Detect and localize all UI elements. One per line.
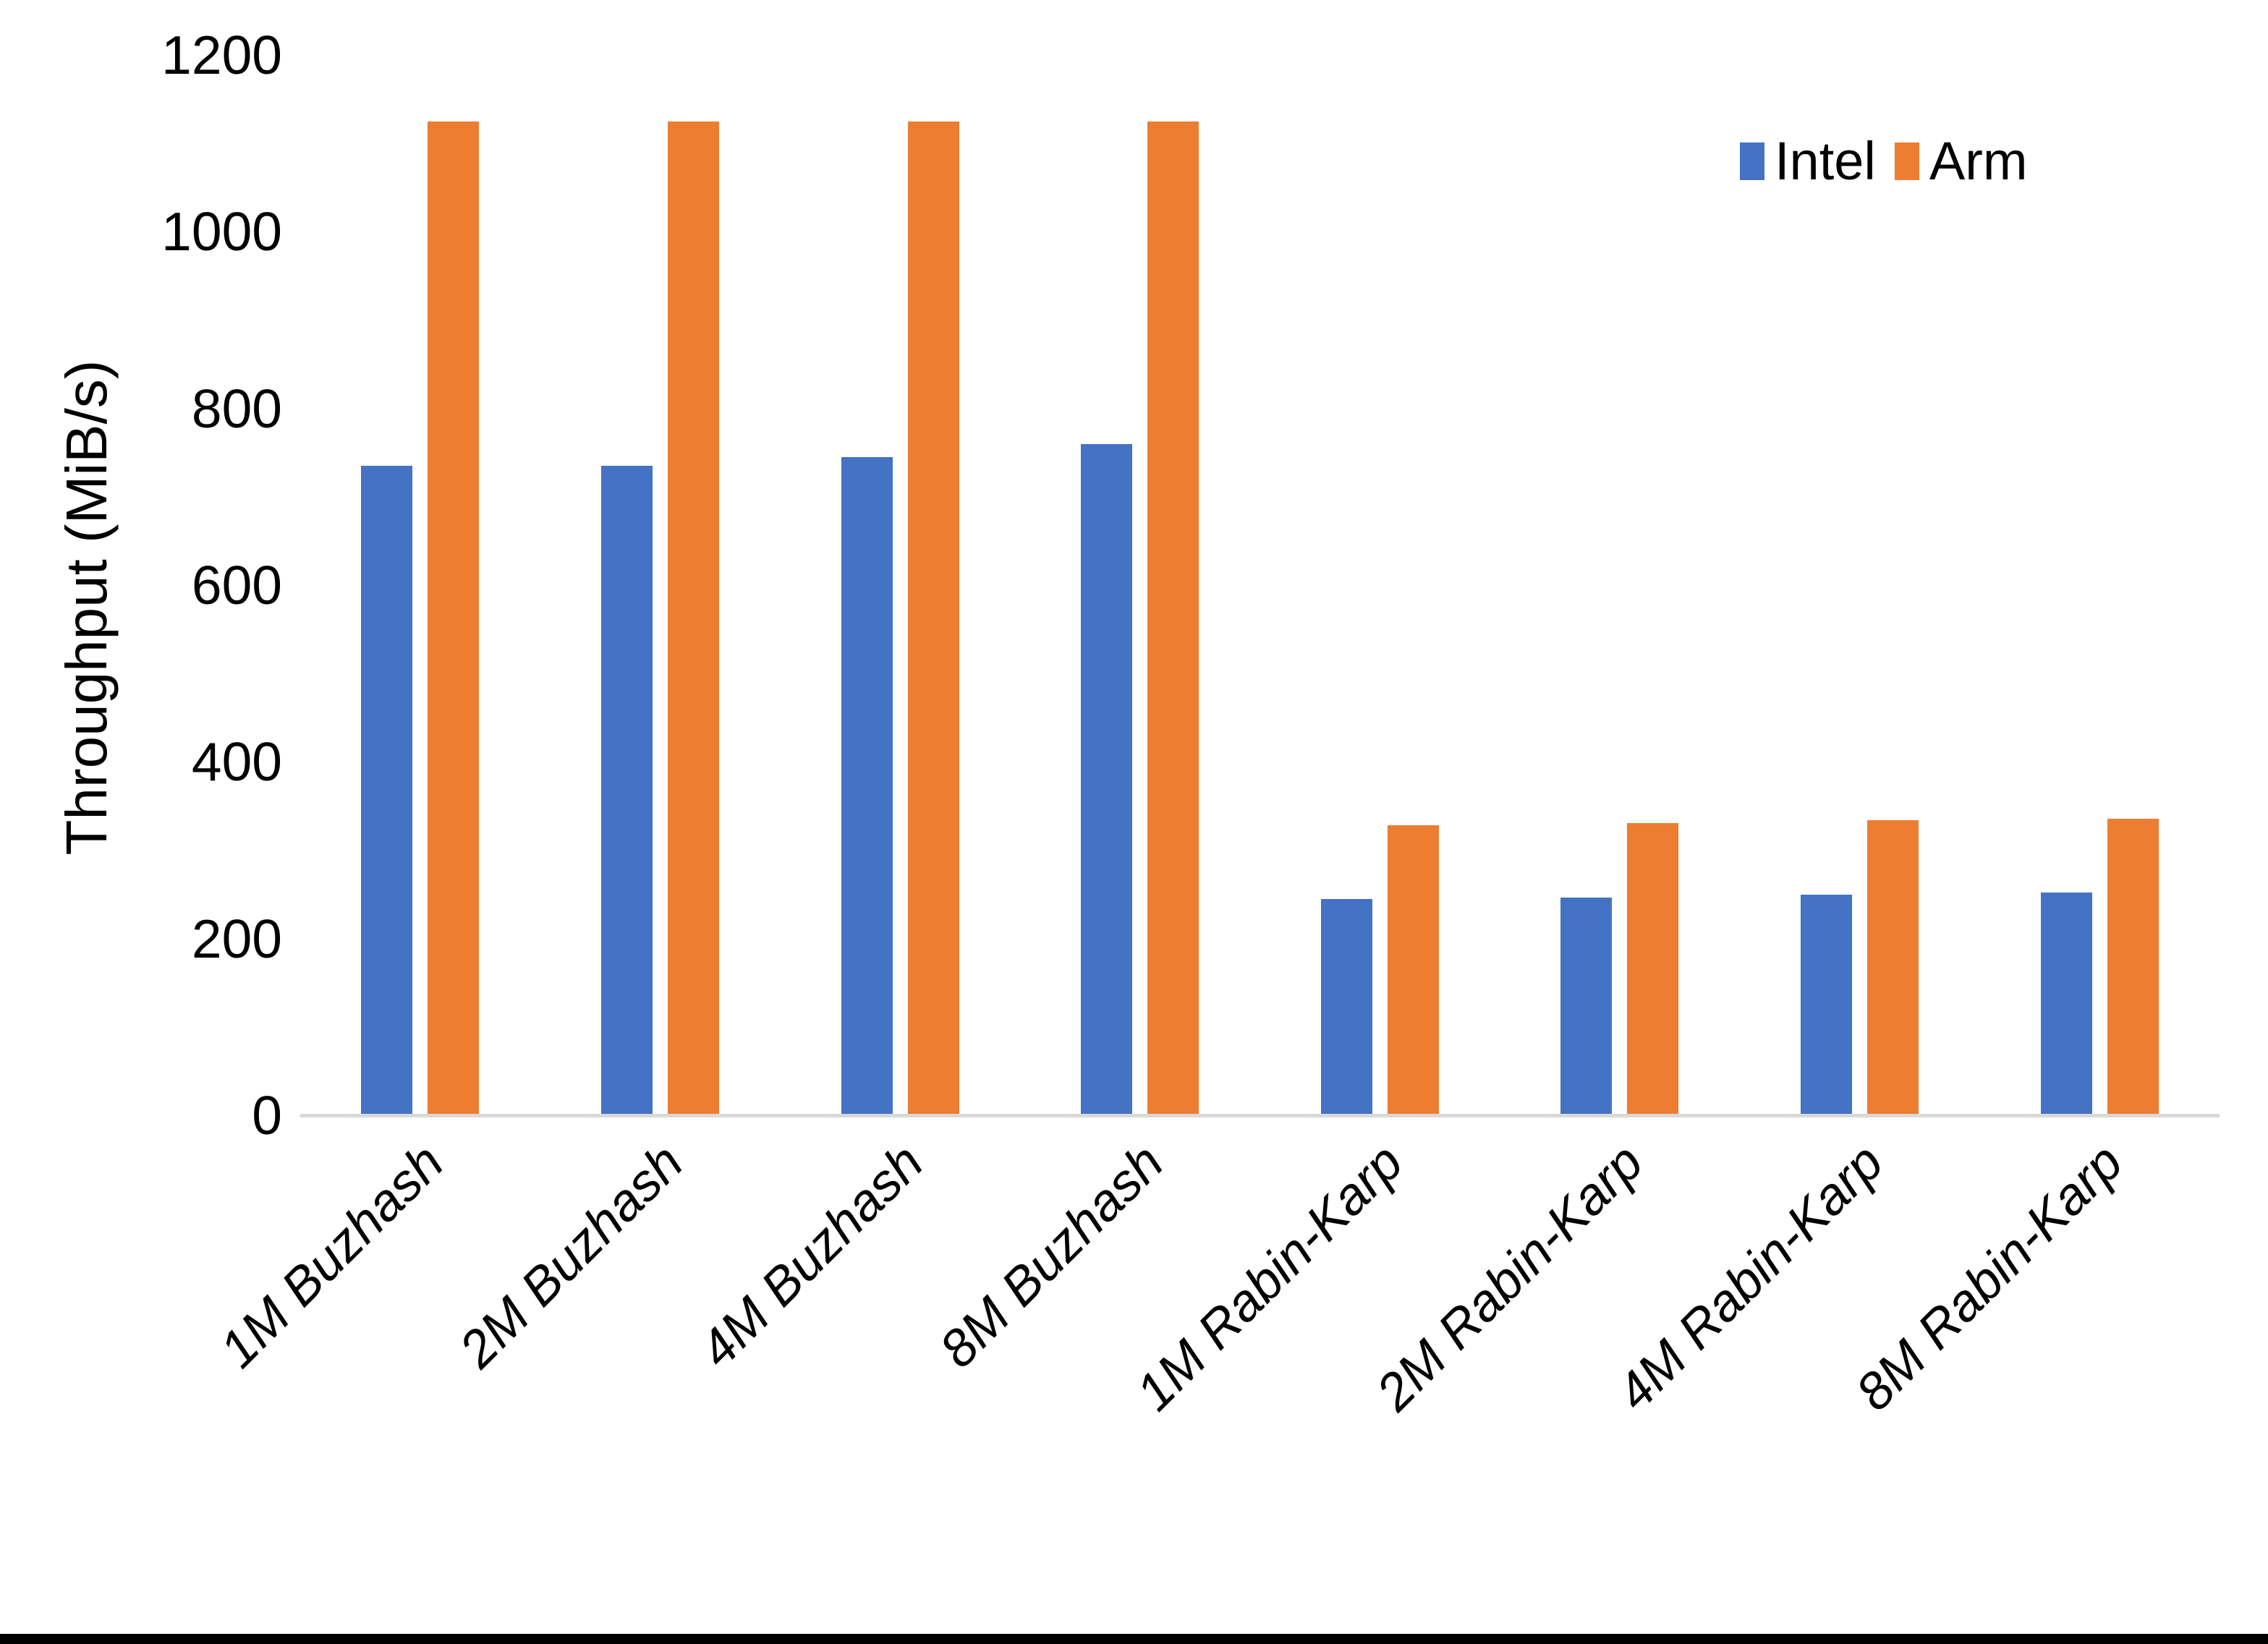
y-tick-label: 800 xyxy=(191,378,282,439)
legend-swatch-intel xyxy=(1740,142,1764,180)
bar-arm-8m-buzhash xyxy=(1147,122,1199,1115)
plot-area xyxy=(300,55,2220,1115)
legend-swatch-arm xyxy=(1894,142,1919,180)
legend-item-arm: Arm xyxy=(1894,129,2028,194)
x-category-label: 2M Buzhash xyxy=(448,1133,695,1379)
bar-intel-2m-rabin-karp xyxy=(1560,898,1612,1115)
y-tick-label: 200 xyxy=(191,908,282,969)
x-category-label: 1M Buzhash xyxy=(208,1133,455,1379)
bar-intel-8m-buzhash xyxy=(1081,444,1132,1115)
y-tick-label: 1200 xyxy=(161,25,282,85)
y-tick-label: 0 xyxy=(252,1085,282,1146)
bar-intel-2m-buzhash xyxy=(601,466,653,1115)
bar-arm-1m-rabin-karp xyxy=(1388,825,1439,1115)
bottom-border xyxy=(0,1634,2268,1644)
legend: Intel Arm xyxy=(1740,129,2028,194)
bar-arm-4m-buzhash xyxy=(908,122,959,1115)
y-tick-label: 1000 xyxy=(161,201,282,263)
bar-intel-1m-buzhash xyxy=(361,466,412,1115)
x-axis-line xyxy=(300,1114,2220,1117)
legend-item-intel: Intel xyxy=(1740,129,1876,194)
bar-arm-2m-rabin-karp xyxy=(1627,823,1678,1115)
bar-arm-2m-buzhash xyxy=(668,122,719,1115)
bar-intel-8m-rabin-karp xyxy=(2041,893,2092,1115)
x-category-label: 8M Buzhash xyxy=(928,1133,1175,1379)
y-tick-label: 400 xyxy=(191,731,282,793)
bar-intel-4m-rabin-karp xyxy=(1801,895,1852,1115)
bar-arm-4m-rabin-karp xyxy=(1867,820,1919,1115)
y-tick-label: 600 xyxy=(191,555,282,616)
legend-label: Intel xyxy=(1775,131,1876,191)
bar-intel-4m-buzhash xyxy=(841,457,893,1115)
bar-arm-8m-rabin-karp xyxy=(2107,819,2159,1115)
bar-arm-1m-buzhash xyxy=(428,122,479,1115)
x-category-label: 4M Buzhash xyxy=(688,1133,935,1379)
legend-label: Arm xyxy=(1929,131,2028,191)
bar-intel-1m-rabin-karp xyxy=(1321,899,1372,1115)
